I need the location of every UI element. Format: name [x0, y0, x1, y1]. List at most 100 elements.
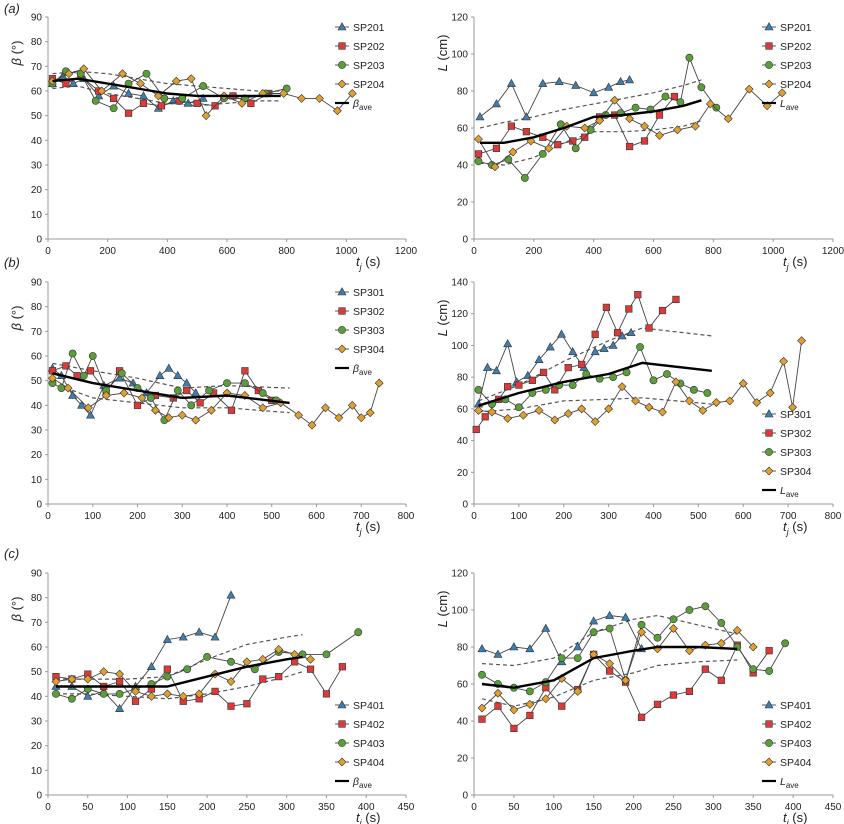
legend-entry: SP204 — [335, 79, 385, 91]
data-point — [685, 687, 693, 695]
legend-label: βave — [352, 363, 372, 377]
data-point — [684, 646, 694, 656]
legend-label: Lave — [780, 485, 799, 499]
x-tick-label: 0 — [471, 802, 477, 813]
legend-label: SP401 — [353, 700, 385, 712]
legend-label: SP203 — [353, 60, 385, 72]
x-axis-unit: (s) — [789, 254, 808, 269]
data-point — [526, 711, 534, 720]
data-point — [541, 694, 551, 704]
data-point — [571, 80, 581, 89]
data-point — [514, 403, 523, 412]
data-point — [625, 305, 633, 313]
data-point — [191, 415, 201, 425]
data-point — [545, 342, 555, 351]
data-point — [605, 624, 614, 633]
panel-label: (c) — [4, 546, 19, 561]
x-tick-label: 100 — [119, 802, 136, 813]
x-axis-symbol: t — [356, 519, 361, 534]
data-point — [99, 689, 108, 698]
data-point — [604, 82, 614, 91]
data-point — [509, 642, 519, 651]
legend-entry: SP203 — [335, 60, 385, 72]
x-tick-label: 150 — [585, 802, 602, 813]
x-tick-label: 1000 — [335, 246, 358, 257]
x-tick-label: 400 — [358, 802, 375, 813]
legend-marker — [764, 700, 774, 709]
y-axis-unit: (°) — [9, 597, 24, 614]
data-point — [259, 675, 267, 683]
data-point — [616, 76, 626, 86]
legend-label: SP404 — [353, 757, 385, 769]
x-tick-label: 700 — [353, 511, 370, 522]
data-point — [226, 677, 236, 686]
x-tick-label: 1200 — [822, 246, 844, 257]
data-point — [490, 162, 500, 172]
data-point — [491, 99, 501, 108]
x-axis-symbol: t — [356, 254, 361, 269]
series-SP201 — [475, 75, 635, 121]
data-point — [321, 403, 330, 413]
x-tick-label: 200 — [555, 511, 572, 522]
x-tick-label: 1200 — [395, 246, 418, 257]
data-point — [243, 700, 251, 708]
data-point — [591, 330, 599, 338]
data-point — [525, 644, 535, 653]
legend-entry: SP304 — [762, 466, 812, 478]
x-tick-label: 0 — [45, 802, 51, 813]
data-point — [503, 413, 513, 423]
data-point — [504, 155, 513, 164]
series-SP303 — [48, 349, 281, 425]
y-tick-label: 100 — [451, 50, 468, 61]
y-tick-label: 20 — [457, 468, 469, 479]
x-axis-subscript: j — [359, 262, 363, 272]
legend-marker — [765, 720, 773, 728]
x-tick-label: 0 — [471, 511, 477, 522]
data-point — [178, 632, 188, 641]
y-tick-label: 40 — [457, 161, 469, 172]
data-point — [658, 407, 667, 417]
data-point — [322, 650, 331, 659]
data-point — [690, 121, 700, 131]
data-point — [637, 627, 646, 637]
x-tick-label: 100 — [545, 802, 562, 813]
x-tick-label: 50 — [508, 802, 520, 813]
legend-label: Lave — [780, 776, 799, 790]
data-point — [518, 410, 528, 420]
data-point — [595, 116, 605, 126]
legend-marker — [337, 344, 347, 354]
data-point — [711, 398, 721, 407]
legend-label: SP302 — [353, 306, 385, 318]
y-tick-label: 50 — [31, 667, 43, 678]
x-tick-label: 500 — [263, 511, 280, 522]
data-point — [77, 400, 87, 409]
legend-marker — [338, 720, 346, 728]
series-SP202 — [474, 92, 679, 158]
data-point — [515, 381, 523, 389]
series-SP201 — [47, 71, 208, 112]
data-point — [508, 147, 518, 157]
x-tick-label: 400 — [159, 246, 176, 257]
y-tick-label: 10 — [31, 475, 43, 486]
chart-panel-5: 0 20 40 60 80 100 120 0 50 100 150 200 250 300 350 400 4… — [435, 569, 842, 824]
legend-label: SP304 — [780, 466, 812, 478]
data-point — [86, 367, 95, 375]
data-point — [621, 675, 631, 685]
data-point — [186, 74, 196, 84]
x-axis-symbol: t — [783, 254, 788, 269]
data-point — [779, 356, 789, 366]
data-point — [748, 642, 758, 652]
legend-subscript: ave — [786, 103, 799, 112]
data-point — [522, 128, 530, 136]
y-tick-label: 90 — [31, 569, 43, 580]
x-tick-label: 100 — [511, 511, 528, 522]
data-point — [608, 340, 618, 349]
data-point — [573, 686, 583, 696]
x-tick-label: 800 — [825, 511, 842, 522]
data-point — [119, 388, 129, 398]
data-point — [477, 703, 487, 713]
legend-entry: βave — [335, 776, 372, 790]
data-point — [173, 370, 183, 380]
y-tick-label: 20 — [31, 450, 43, 461]
data-point — [118, 69, 128, 79]
